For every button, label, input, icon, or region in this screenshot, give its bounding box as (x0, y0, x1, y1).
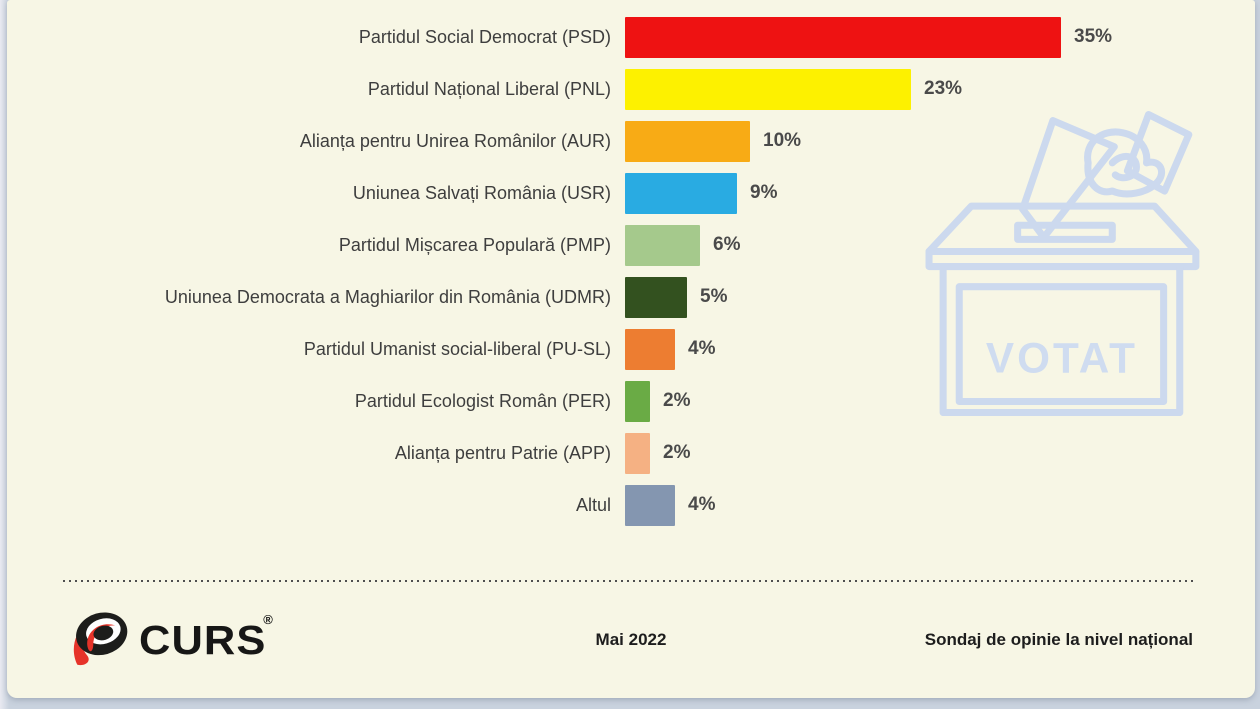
poll-bar (625, 16, 1061, 58)
poll-value-label: 6% (713, 234, 741, 255)
chart-row: Partidul Mișcarea Populară (PMP) 6% (7, 219, 1255, 271)
poll-bar (625, 172, 737, 214)
poll-value-label: 4% (688, 338, 716, 359)
chart-row: Uniunea Salvați România (USR) 9% (7, 167, 1255, 219)
poll-value-label: 23% (924, 78, 963, 99)
poll-value-label: 35% (1074, 26, 1113, 47)
poll-bar (625, 224, 700, 266)
registered-mark: ® (263, 612, 273, 627)
poll-bar (625, 484, 675, 526)
poll-value-label: 9% (750, 182, 778, 203)
curs-logo-text: CURS (139, 617, 267, 663)
chart-row: Altul 4% (7, 479, 1255, 531)
chart-row: Alianța pentru Unirea Românilor (AUR) 10… (7, 115, 1255, 167)
dotted-divider (63, 580, 1194, 583)
poll-value-label: 10% (763, 130, 802, 151)
poll-bar-chart: Partidul Social Democrat (PSD) 35% Parti… (7, 11, 1255, 531)
party-label: Partidul Ecologist Român (PER) (354, 390, 611, 411)
party-label: Uniunea Salvați România (USR) (352, 182, 611, 203)
party-label: Alianța pentru Patrie (APP) (394, 442, 611, 463)
poll-value-label: 2% (663, 390, 691, 411)
party-label: Partidul Social Democrat (PSD) (358, 26, 611, 47)
poll-bar (625, 120, 750, 162)
poll-bar (625, 380, 650, 422)
survey-note: Sondaj de opinie la nivel național (924, 630, 1193, 649)
party-label: Altul (575, 494, 611, 515)
party-label: Partidul Mișcarea Populară (PMP) (338, 234, 611, 255)
party-label: Uniunea Democrata a Maghiarilor din Româ… (164, 286, 611, 307)
poll-bar (625, 68, 911, 110)
curs-emblem-icon (73, 612, 128, 666)
poll-bar (625, 276, 687, 318)
slide-card: VOTAT Partidul Social Democrat (PSD) 35%… (7, 0, 1255, 698)
chart-row: Partidul Umanist social-liberal (PU-SL) … (7, 323, 1255, 375)
party-label: Partidul Umanist social-liberal (PU-SL) (303, 338, 611, 359)
poll-value-label: 4% (688, 494, 716, 515)
poll-bar (625, 432, 650, 474)
chart-row: Uniunea Democrata a Maghiarilor din Româ… (7, 271, 1255, 323)
chart-row: Partidul Național Liberal (PNL) 23% (7, 63, 1255, 115)
curs-logo: CURS ® (69, 606, 273, 670)
poll-value-label: 2% (663, 442, 691, 463)
chart-row: Partidul Ecologist Român (PER) 2% (7, 375, 1255, 427)
chart-row: Alianța pentru Patrie (APP) 2% (7, 427, 1255, 479)
party-label: Partidul Național Liberal (PNL) (367, 78, 611, 99)
poll-value-label: 5% (700, 286, 728, 307)
survey-date: Mai 2022 (595, 630, 667, 649)
chart-row: Partidul Social Democrat (PSD) 35% (7, 11, 1255, 63)
party-label: Alianța pentru Unirea Românilor (AUR) (299, 130, 611, 151)
poll-bar (625, 328, 675, 370)
